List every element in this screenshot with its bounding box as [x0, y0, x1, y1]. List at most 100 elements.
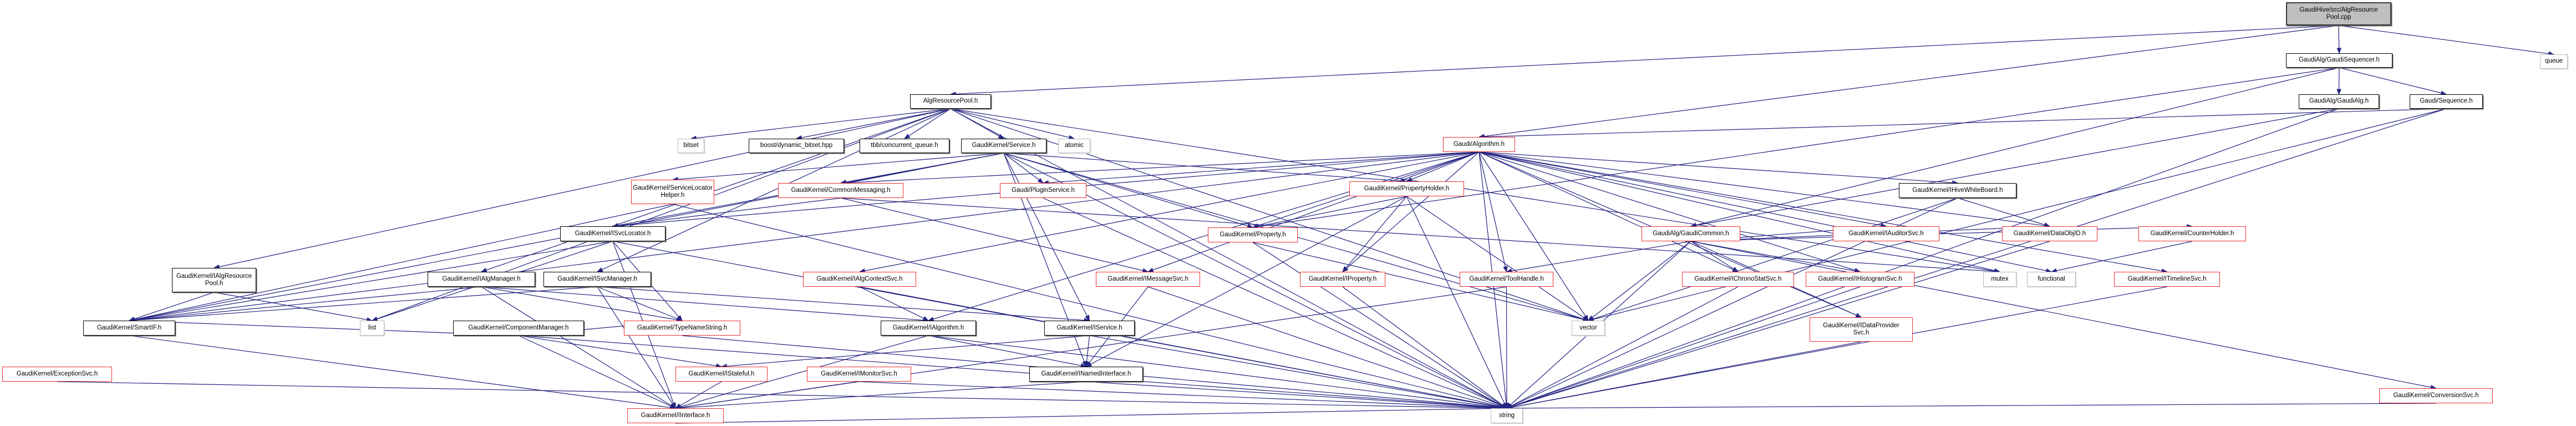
include-edge-componentmanager-iinterface	[518, 335, 676, 409]
include-edge-slhelper-smartif	[128, 204, 673, 322]
graph-node-iauditorsvc[interactable]: GaudiKernel/IAuditorSvc.h	[1833, 226, 1939, 241]
include-edge-componentmanager-string	[518, 335, 1508, 410]
graph-node-service_h[interactable]: GaudiKernel/Service.h	[961, 139, 1046, 153]
include-edge-algresourcepool_h-boost	[795, 108, 951, 140]
graph-node-gaudialg[interactable]: GaudiAlg/GaudiAlg.h	[2299, 94, 2379, 109]
include-edge-exceptionsvc-string	[57, 381, 1508, 411]
include-edge-gaudialg-gaudicommon	[1690, 108, 2339, 228]
include-edge-propertyholder-iproperty	[1342, 196, 1407, 272]
graph-node-dataobjid[interactable]: GaudiKernel/DataObjID.h	[2002, 226, 2097, 241]
include-edge-ialgcontextsvc-ialgorithm	[859, 286, 929, 321]
include-edge-root-algorithm	[1478, 25, 2339, 139]
include-edge-iservice-inamedinterface	[1084, 335, 1090, 368]
include-edge-property_h-string	[1252, 242, 1507, 409]
include-edge-algorithm-ihivewhiteboard	[1478, 151, 1959, 185]
graph-node-imonitorsvc[interactable]: GaudiKernel/IMonitorSvc.h	[807, 367, 911, 382]
graph-node-ialgcontextsvc[interactable]: GaudiKernel/IAlgContextSvc.h	[803, 272, 916, 287]
graph-node-ihivewhiteboard[interactable]: GaudiKernel/IHiveWhiteBoard.h	[1899, 183, 2016, 198]
include-edge-propertyholder-string	[1406, 196, 1507, 409]
include-edge-root-algresourcepool_h	[949, 25, 2339, 97]
include-edge-gaudicommon-ichronostatsvc	[1690, 241, 1739, 272]
graph-node-commonmsg[interactable]: GaudiKernel/CommonMessaging.h	[778, 183, 903, 198]
include-edge-commonmsg-imessagesvc	[840, 197, 1149, 273]
graph-node-sequence[interactable]: Gaudi/Sequence.h	[2410, 94, 2483, 109]
include-edge-ialgcontextsvc-string	[859, 286, 1508, 410]
graph-node-algorithm[interactable]: Gaudi/Algorithm.h	[1443, 137, 1515, 152]
include-edge-gaudisequencer-gaudicommon	[1690, 67, 2340, 227]
graph-node-ialgmanager[interactable]: GaudiKernel/IAlgManager.h	[428, 272, 535, 287]
graph-node-iproperty[interactable]: GaudiKernel/IProperty.h	[1300, 272, 1385, 287]
include-edge-algorithm-toolhandle	[1478, 151, 1508, 273]
graph-node-ialgresourcepool[interactable]: GaudiKernel/IAlgResource Pool.h	[172, 268, 256, 292]
include-edge-gaudisequencer-gaudialg	[2336, 67, 2341, 95]
graph-node-smartif[interactable]: GaudiKernel/SmartIF.h	[83, 321, 175, 336]
graph-node-gaudicommon[interactable]: GaudiAlg/GaudiCommon.h	[1642, 226, 1740, 241]
graph-node-iinterface[interactable]: GaudiKernel/IInterface.h	[627, 408, 724, 423]
graph-node-ichronostatsvc[interactable]: GaudiKernel/IChronoStatSvc.h	[1682, 272, 1794, 287]
include-edge-ihivewhiteboard-dataobjid	[1957, 197, 2051, 227]
graph-node-propertyholder[interactable]: GaudiKernel/PropertyHolder.h	[1349, 181, 1464, 196]
graph-node-idataprovidersvc[interactable]: GaudiKernel/IDataProvider Svc.h	[1810, 317, 1913, 342]
include-edge-algorithm-vector	[1478, 151, 1589, 321]
graph-node-property_h[interactable]: GaudiKernel/Property.h	[1208, 227, 1298, 242]
graph-node-inamedinterface[interactable]: GaudiKernel/INamedInterface.h	[1029, 367, 1143, 382]
include-edge-algresourcepool_h-mutex	[950, 108, 2001, 273]
graph-node-imessagesvc[interactable]: GaudiKernel/IMessageSvc.h	[1096, 272, 1200, 287]
include-edge-ialgresourcepool-smartif	[128, 292, 215, 322]
include-edge-ialgmanager-typenamestring	[481, 286, 683, 322]
include-edge-algresourcepool_h-atomic	[950, 108, 1075, 140]
graph-node-componentmanager[interactable]: GaudiKernel/ComponentManager.h	[453, 321, 584, 336]
include-edge-algresourcepool_h-string	[950, 108, 1507, 409]
include-edge-itimelinesvc-string	[1506, 286, 2167, 410]
include-edge-service_h-string	[1003, 153, 1507, 409]
graph-node-counterholder[interactable]: GaudiKernel/CounterHolder.h	[2138, 226, 2246, 241]
include-edge-algorithm-functional	[1478, 151, 2052, 273]
include-edge-iproperty-string	[1342, 286, 1507, 409]
graph-node-exceptionsvc[interactable]: GaudiKernel/ExceptionSvc.h	[2, 367, 112, 382]
graph-node-slhelper[interactable]: GaudiKernel/ServiceLocator Helper.h	[631, 180, 714, 204]
graph-node-tbb[interactable]: tbb/concurrent_queue.h	[860, 139, 949, 153]
include-edge-algorithm-ialgorithm	[927, 151, 1480, 322]
include-edge-algorithm-propertyholder	[1406, 151, 1480, 182]
include-edge-isvcmanager-iservice	[597, 286, 1090, 323]
include-edge-ialgmanager-smartif	[128, 286, 482, 323]
include-edge-isvcmanager-smartif	[128, 286, 598, 323]
include-edge-ihistogramsvc-string	[1506, 286, 1861, 409]
include-edge-algorithm-iproperty	[1342, 151, 1480, 272]
graph-node-gaudisequencer[interactable]: GaudiAlg/GaudiSequencer.h	[2286, 53, 2392, 68]
graph-node-queue: queue	[2540, 54, 2568, 69]
include-edge-gaudicommon-ihistogramsvc	[1690, 241, 1861, 273]
include-edge-propertyholder-inamedinterface	[1085, 196, 1407, 367]
include-edge-service_h-property_h	[1003, 153, 1254, 229]
graph-node-vector: vector	[1572, 321, 1605, 336]
include-edge-dataobjid-string	[1506, 241, 2050, 409]
include-edge-commonmsg-mutex	[840, 197, 2001, 274]
include-edge-ialgmanager-ialgorithm	[481, 286, 929, 323]
graph-node-algresourcepool_h[interactable]: AlgResourcePool.h	[910, 94, 991, 109]
include-edge-property_h-vector	[1252, 242, 1589, 322]
graph-node-pluginservice[interactable]: Gaudi/PluginService.h	[1000, 183, 1086, 198]
graph-node-ialgorithm[interactable]: GaudiKernel/IAlgorithm.h	[881, 321, 976, 336]
graph-node-itimelinesvc[interactable]: GaudiKernel/ITimelineSvc.h	[2114, 272, 2220, 287]
graph-node-mutex: mutex	[1983, 272, 2016, 287]
graph-node-ihistogramsvc[interactable]: GaudiKernel/IHistogramSvc.h	[1806, 272, 1914, 287]
graph-node-conversionsvc[interactable]: GaudiKernel/ConversionSvc.h	[2379, 388, 2493, 403]
include-edge-algorithm-ihistogramsvc	[1478, 151, 1861, 273]
graph-node-isvcmanager[interactable]: GaudiKernel/ISvcManager.h	[543, 272, 651, 287]
include-edge-gaudicommon-vector	[1588, 241, 1691, 321]
graph-node-isvclocator[interactable]: GaudiKernel/ISvcLocator.h	[560, 226, 665, 241]
include-edge-commonmsg-isvclocator	[612, 197, 841, 229]
graph-node-list: list	[360, 321, 384, 336]
graph-node-boost[interactable]: boost/dynamic_bitset.hpp	[749, 139, 844, 153]
graph-node-toolhandle[interactable]: GaudiKernel/ToolHandle.h	[1460, 272, 1553, 287]
graph-node-iservice[interactable]: GaudiKernel/IService.h	[1044, 321, 1135, 336]
include-edge-iinterface-string	[675, 405, 1508, 424]
include-edge-pluginservice-string	[1043, 197, 1507, 409]
include-edge-gaudialg-string	[1506, 108, 2339, 409]
include-edge-service_h-slhelper	[672, 153, 1004, 182]
include-edge-iservice-string	[1089, 335, 1508, 410]
graph-node-typenamestring[interactable]: GaudiKernel/TypeNameString.h	[624, 321, 740, 336]
graph-node-istateful[interactable]: GaudiKernel/IStateful.h	[675, 367, 768, 382]
include-edge-gaudicommon-conversionsvc	[1690, 241, 2437, 390]
